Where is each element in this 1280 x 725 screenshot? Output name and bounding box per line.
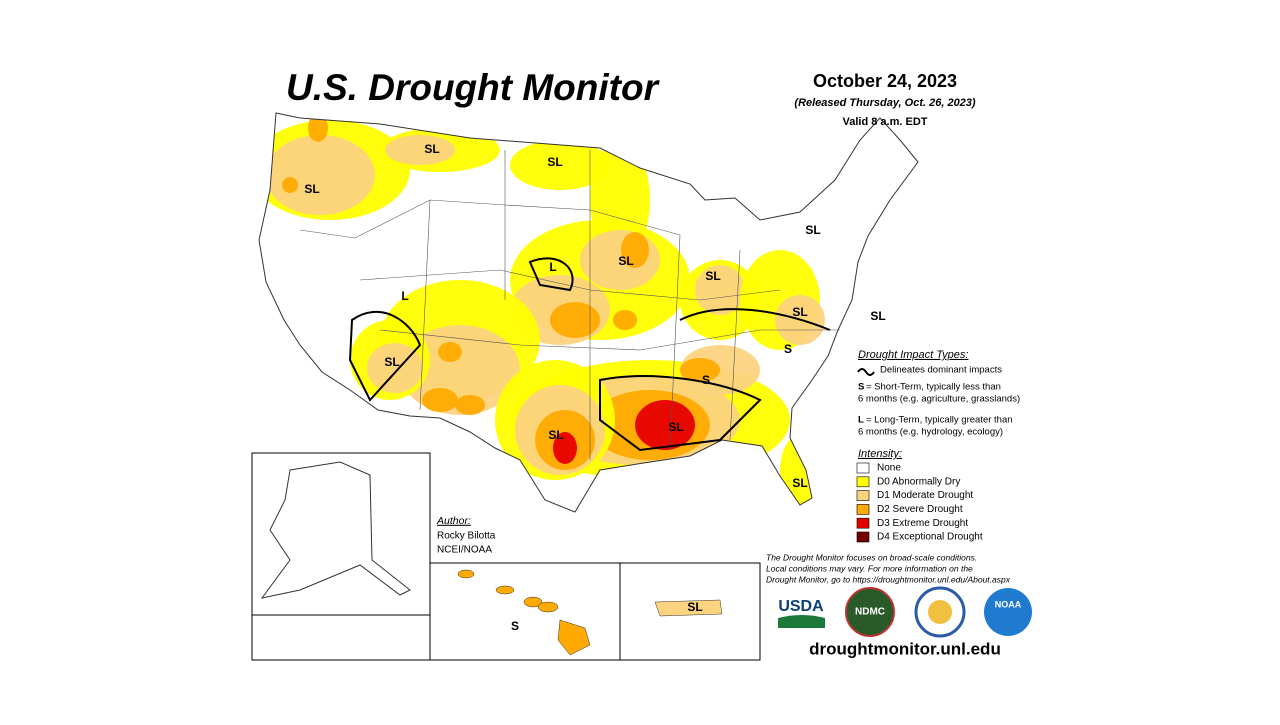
url: droughtmonitor.unl.edu: [809, 639, 1001, 658]
drought-area: [635, 400, 695, 450]
author-heading: Author:: [436, 515, 471, 527]
date: October 24, 2023: [813, 71, 957, 91]
drought-area: [282, 177, 298, 193]
impact-heading: Drought Impact Types:: [858, 349, 968, 361]
impact-label: SL: [792, 476, 807, 490]
impact-key: L: [858, 415, 864, 426]
impact-label: SL: [424, 142, 439, 156]
note: Drought Monitor, go to https://droughtmo…: [766, 574, 1011, 584]
author-org: NCEI/NOAA: [437, 545, 492, 556]
drought-area: [550, 302, 600, 338]
impact-label: SL: [384, 355, 399, 369]
legend-swatch: [856, 462, 870, 474]
impact-label: SL: [548, 428, 563, 442]
impact-label: L: [401, 289, 408, 303]
impact-label: SL: [870, 309, 885, 323]
impact-line-note: Delineates dominant impacts: [880, 365, 1002, 376]
impact-text: 6 months (e.g. agriculture, grasslands): [858, 394, 1020, 405]
impact-label: SL: [618, 254, 633, 268]
legend-swatch: [856, 517, 870, 529]
impact-label: L: [549, 260, 556, 274]
impact-label: SL: [805, 223, 820, 237]
drought-area: [695, 265, 745, 315]
state-borders: [299, 150, 840, 460]
drought-area: [510, 140, 610, 190]
legend-swatch: [856, 531, 870, 543]
drought-area: [613, 310, 637, 330]
impact-label: S: [702, 373, 710, 387]
legend-label: None: [877, 463, 901, 474]
impact-label: S: [784, 342, 792, 356]
drought-area: [680, 358, 720, 382]
drought-area: [438, 342, 462, 362]
impact-label: SL: [705, 269, 720, 283]
impact-text: = Short-Term, typically less than: [866, 382, 1001, 393]
drought-area: [553, 432, 577, 464]
hawaii: [457, 569, 591, 656]
impact-text: 6 months (e.g. hydrology, ecology): [858, 427, 1003, 438]
inset-frames: [251, 452, 761, 661]
impact-label: SL: [304, 182, 319, 196]
logo-text: NOAA: [995, 599, 1022, 609]
released: (Released Thursday, Oct. 26, 2023): [794, 97, 976, 109]
drought-area: [621, 232, 649, 268]
legend-label: D0 Abnormally Dry: [877, 476, 960, 487]
impact-key: S: [858, 382, 864, 393]
valid-time: Valid 8 a.m. EDT: [843, 116, 928, 128]
legend-label: D2 Severe Drought: [877, 504, 963, 515]
impact-text: = Long-Term, typically greater than: [866, 415, 1013, 426]
us-outline: [258, 112, 919, 513]
drought-area: [308, 114, 328, 142]
legend-swatch: [856, 504, 870, 515]
impact-line-symbol: [857, 368, 875, 376]
note: Local conditions may vary. For more info…: [766, 563, 973, 573]
title: U.S. Drought Monitor: [286, 67, 661, 108]
alaska: [260, 461, 411, 599]
legend-label: D4 Exceptional Drought: [877, 532, 983, 543]
intensity-heading: Intensity:: [858, 448, 902, 460]
logo-text: NDMC: [855, 607, 885, 618]
impact-label: S: [511, 619, 519, 633]
drought-area: [265, 135, 375, 215]
drought-area: [422, 388, 458, 412]
legend-label: D1 Moderate Drought: [877, 490, 973, 501]
noaa-logo: [984, 588, 1032, 636]
legend-swatch: [856, 490, 870, 501]
legend-label: D3 Extreme Drought: [877, 518, 968, 529]
note: The Drought Monitor focuses on broad-sca…: [766, 552, 977, 562]
puerto-rico: [654, 599, 723, 617]
author-name: Rocky Bilotta: [437, 531, 496, 542]
impact-label: SL: [792, 305, 807, 319]
impact-lines: [348, 257, 831, 452]
impact-label: SL: [668, 420, 683, 434]
drought-area: [385, 135, 455, 165]
ndmc-logo: [845, 587, 895, 637]
commerce-mark: [928, 600, 952, 624]
usda-mark: [778, 615, 825, 628]
drought-area: [780, 435, 820, 505]
logo-text: USDA: [778, 598, 824, 615]
drought-area: [455, 395, 485, 415]
legend-swatch: [856, 476, 870, 488]
impact-label: SL: [687, 600, 702, 614]
impact-label: SL: [547, 155, 562, 169]
drought-area: [367, 343, 423, 393]
